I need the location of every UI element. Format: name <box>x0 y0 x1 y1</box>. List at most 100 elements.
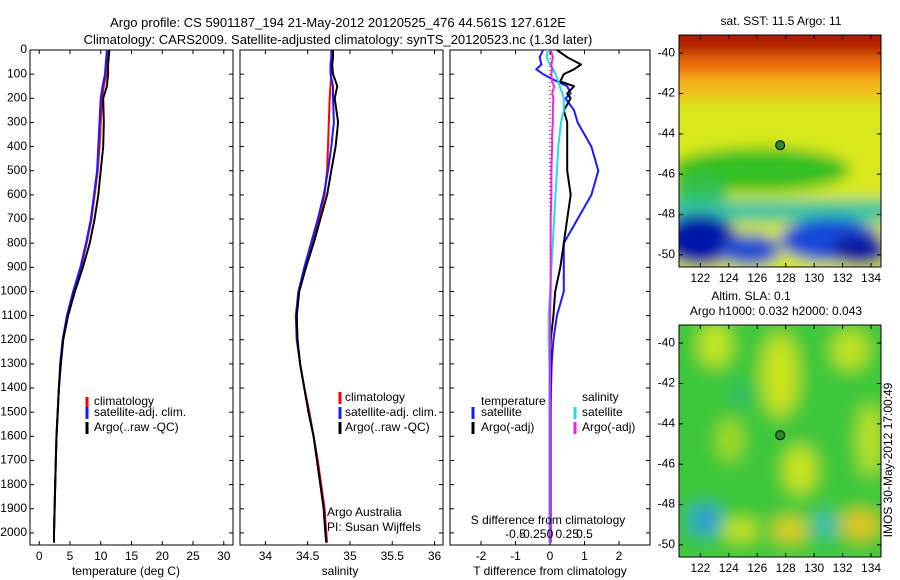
legend-label-climatology: climatology <box>94 394 154 408</box>
annotation-line2: PI: Susan Wijffels <box>327 520 421 534</box>
lat-tick-label: -46 <box>658 166 676 180</box>
salinity-legend: climatology satellite-adj. clim. Argo(..… <box>338 390 437 434</box>
legend-label-t-argo: Argo(-adj) <box>481 420 534 434</box>
depth-tick-label: 500 <box>7 163 27 177</box>
figure-title-line2: Climatology: CARS2009. Satellite-adjuste… <box>84 32 593 47</box>
s-tick-label: 0.5 <box>576 527 593 541</box>
lon-tick-label: 122 <box>690 271 710 285</box>
lon-tick-label: 124 <box>719 561 739 575</box>
depth-tick-label: 0 <box>20 42 27 56</box>
lon-tick-label: 124 <box>719 271 739 285</box>
sla-high-1 <box>699 325 731 367</box>
difference-profiles <box>535 49 600 543</box>
legend-label-t-satellite: satellite <box>481 405 522 419</box>
temperature-x-label: temperature (deg C) <box>72 564 180 578</box>
sla-high-4 <box>718 418 742 462</box>
x-tick-label: 20 <box>156 549 170 563</box>
depth-tick-label: 400 <box>7 139 27 153</box>
s-tick-label: 0.25 <box>556 527 580 541</box>
depth-tick-label: 700 <box>7 211 27 225</box>
lon-tick-label: 130 <box>804 271 824 285</box>
x-tick-label: 5 <box>67 549 74 563</box>
temperature-x-axis: 0 5 10 15 20 25 30 <box>36 50 231 563</box>
depth-axis: 0 100 200 300 400 500 600 700 800 900 1000 1100 1200… <box>0 42 233 539</box>
depth-tick-label: 1700 <box>0 453 27 467</box>
difference-panel: -2 -1 0 1 2 S difference from climatology -0… <box>449 49 651 578</box>
lon-tick-label: 130 <box>804 561 824 575</box>
x-tick-label: 1 <box>581 549 588 563</box>
s-tick-label: -0.5 <box>505 527 526 541</box>
lat-tick-label: -48 <box>658 207 676 221</box>
s-tick-label: -0.25 <box>519 527 547 541</box>
sla-heatmap <box>679 325 881 557</box>
sla-low-2 <box>813 513 837 537</box>
sst-map-panel: sat. SST: 11.5 Argo: 11 122 124 126 128 130 1… <box>658 14 882 285</box>
s-tick-label: 0 <box>547 527 554 541</box>
sst-map-title: sat. SST: 11.5 Argo: 11 <box>721 14 842 28</box>
difference-y-ticks <box>450 49 650 534</box>
lon-tick-label: 126 <box>747 271 767 285</box>
profile-line-argo-raw-qc- <box>53 49 111 543</box>
lat-tick-label: -40 <box>658 335 676 349</box>
temperature-panel: 0100200300400500600700800900100011001200… <box>0 42 234 578</box>
depth-tick-label: 1800 <box>0 477 27 491</box>
argo-float-marker <box>775 430 786 441</box>
sla-map-subtitle: Argo h1000: 0.032 h2000: 0.043 <box>690 304 862 318</box>
temperature-legend: climatology satellite-adj. clim. Argo(..… <box>85 394 186 434</box>
depth-tick-label: 1400 <box>0 380 27 394</box>
lat-tick-label: -42 <box>658 86 676 100</box>
sla-map-frame <box>678 324 882 558</box>
depth-tick-label: 2000 <box>0 525 27 539</box>
depth-tick-label: 1900 <box>0 501 27 515</box>
legend-label-satellite: satellite-adj. clim. <box>94 405 186 419</box>
x-tick-label: 35.5 <box>381 549 405 563</box>
lon-tick-label: 128 <box>776 561 796 575</box>
x-tick-label: -1 <box>510 549 521 563</box>
legend-title-temperature: temperature <box>481 394 546 408</box>
depth-tick-label: 100 <box>7 66 27 80</box>
lat-tick-label: -42 <box>658 376 676 390</box>
s-difference-label: S difference from climatology <box>471 513 626 527</box>
salinity-x-label: salinity <box>322 564 359 578</box>
x-tick-label: 25 <box>186 549 200 563</box>
x-tick-label: 35 <box>343 549 357 563</box>
sla-map-ticks: 122 124 126 128 130 132 134 -40 -42 -44 -46 -48 -50 <box>658 325 881 575</box>
sst-cold-pool-far-east <box>832 234 881 266</box>
salinity-axes-frame <box>239 49 444 546</box>
lat-tick-label: -44 <box>658 416 676 430</box>
sst-warm-band <box>679 55 881 77</box>
depth-tick-label: 300 <box>7 115 27 129</box>
depth-tick-label: 200 <box>7 90 27 104</box>
argo-float-marker <box>775 140 786 151</box>
depth-tick-label: 600 <box>7 187 27 201</box>
lat-tick-label: -48 <box>658 497 676 511</box>
depth-tick-label: 1600 <box>0 429 27 443</box>
x-tick-label: -2 <box>476 549 487 563</box>
lon-tick-label: 134 <box>861 271 881 285</box>
depth-tick-label: 800 <box>7 235 27 249</box>
temperature-profiles <box>53 49 111 543</box>
sla-high-5 <box>784 446 816 494</box>
sla-low-1 <box>689 504 721 536</box>
x-tick-label: 15 <box>125 549 139 563</box>
legend-label-s-satellite: satellite <box>582 405 623 419</box>
legend-label-climatology: climatology <box>345 390 405 404</box>
x-tick-label: 0 <box>547 549 554 563</box>
x-tick-label: 2 <box>616 549 623 563</box>
legend-label-argo: Argo(..raw -QC) <box>94 420 179 434</box>
lat-tick-label: -46 <box>658 456 676 470</box>
sst-cold-pool-mid <box>720 234 780 266</box>
sla-map-panel: Altim. SLA: 0.1 Argo h1000: 0.032 h2000:… <box>658 289 882 575</box>
legend-label-satellite: satellite-adj. clim. <box>345 405 437 419</box>
sla-high-2 <box>762 333 798 417</box>
depth-tick-label: 1100 <box>1 308 27 322</box>
lat-tick-label: -50 <box>658 537 676 551</box>
depth-tick-label: 1200 <box>0 332 27 346</box>
annotation-line1: Argo Australia <box>327 505 402 519</box>
difference-x-axis: -2 -1 0 1 2 <box>476 50 623 563</box>
sst-green-patch-west <box>679 176 730 204</box>
sla-high-7 <box>722 520 758 540</box>
salinity-panel: 34 34.5 35 35.5 36 salinity climatology sate… <box>239 49 444 578</box>
x-tick-label: 10 <box>94 549 108 563</box>
lon-tick-label: 134 <box>861 561 881 575</box>
